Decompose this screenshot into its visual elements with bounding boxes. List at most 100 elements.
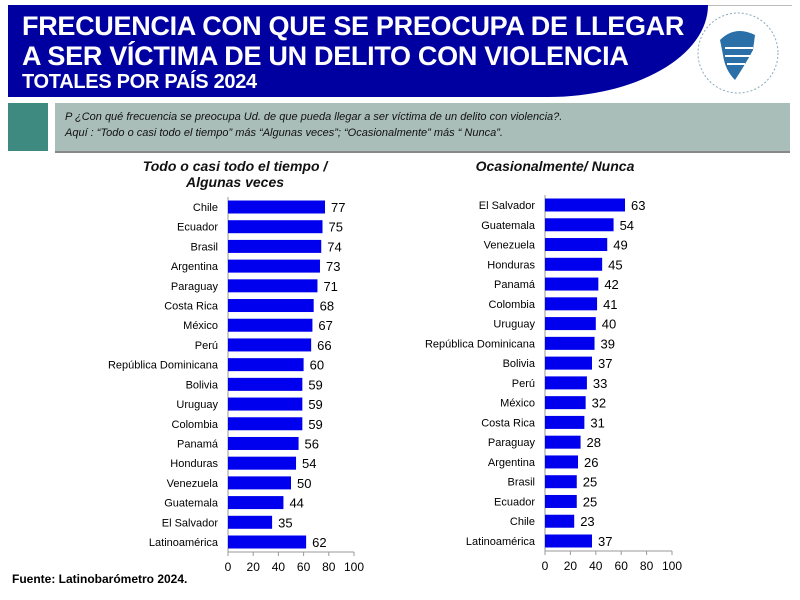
value-label: 59 (308, 397, 322, 412)
category-label: República Dominicana (425, 338, 536, 350)
value-label: 25 (583, 475, 597, 490)
category-label: Bolivia (186, 379, 219, 391)
category-label: Perú (512, 378, 535, 390)
category-label: Honduras (170, 458, 218, 470)
bar (545, 257, 603, 271)
category-label: Guatemala (164, 498, 219, 510)
bar (228, 436, 299, 450)
category-label: Venezuela (167, 478, 219, 490)
value-label: 67 (318, 318, 332, 333)
source-note: Fuente: Latinobarómetro 2024. (12, 572, 188, 586)
bar (228, 239, 322, 253)
value-label: 73 (326, 259, 340, 274)
bar (228, 220, 323, 234)
bar (545, 415, 585, 429)
bar (545, 238, 608, 252)
category-label: Colombia (489, 299, 536, 311)
bar (545, 336, 595, 350)
category-label: Paraguay (171, 281, 219, 293)
question-text: P ¿Con qué frecuencia se preocupa Ud. de… (65, 111, 563, 123)
subtitle: TOTALES POR PAÍS 2024 (22, 71, 257, 93)
bar (545, 514, 575, 528)
category-label: México (500, 398, 535, 410)
category-label: Costa Rica (481, 417, 536, 429)
bar (228, 515, 273, 529)
value-label: 74 (327, 239, 341, 254)
value-label: 39 (601, 336, 615, 351)
category-label: Perú (195, 340, 218, 352)
value-label: 26 (584, 455, 598, 470)
value-label: 50 (297, 476, 311, 491)
value-label: 63 (631, 198, 645, 213)
bar (545, 376, 587, 390)
bar (545, 356, 592, 370)
category-label: Costa Rica (164, 301, 219, 313)
value-label: 42 (604, 277, 618, 292)
category-label: Panamá (494, 279, 536, 291)
category-label: México (183, 320, 218, 332)
title-line1: FRECUENCIA CON QUE SE PREOCUPA DE LLEGAR (22, 11, 685, 41)
value-label: 23 (580, 514, 594, 529)
value-label: 77 (331, 200, 345, 215)
category-label: El Salvador (479, 200, 536, 212)
left-title-line2: Algunas veces (185, 174, 285, 190)
category-label: Paraguay (488, 437, 536, 449)
top-rule (660, 5, 792, 6)
category-label: Uruguay (176, 399, 218, 411)
value-label: 68 (320, 299, 334, 314)
bar (228, 496, 284, 510)
x-tick-label: 60 (615, 559, 629, 573)
bar (228, 377, 303, 391)
category-label: Chile (510, 516, 535, 528)
bar (545, 297, 598, 311)
x-tick-label: 40 (589, 559, 603, 573)
category-label: Ecuador (494, 496, 535, 508)
bar (545, 317, 596, 331)
value-label: 40 (602, 317, 616, 332)
bar (228, 299, 314, 313)
value-label: 33 (593, 376, 607, 391)
bar (228, 338, 312, 352)
bar (228, 397, 303, 411)
bar (545, 534, 592, 548)
value-label: 54 (620, 218, 634, 233)
category-label: Ecuador (177, 222, 218, 234)
value-label: 44 (289, 496, 303, 511)
x-tick-label: 0 (542, 559, 549, 573)
value-label: 37 (598, 534, 612, 549)
bar (545, 218, 614, 232)
value-label: 37 (598, 356, 612, 371)
value-label: 75 (329, 220, 343, 235)
question-box: P ¿Con qué frecuencia se preocupa Ud. de… (55, 103, 790, 153)
x-tick-label: 60 (297, 560, 311, 574)
bar (228, 358, 304, 372)
title-banner: FRECUENCIA CON QUE SE PREOCUPA DE LLEGAR… (8, 5, 708, 97)
bar (545, 396, 586, 410)
x-tick-label: 20 (564, 559, 578, 573)
latinobarometro-logo (697, 12, 779, 94)
left-title-line1: Todo o casi todo el tiempo / (142, 158, 328, 174)
bar (228, 535, 307, 549)
bar (545, 198, 626, 212)
category-label: Venezuela (484, 240, 536, 252)
value-label: 31 (590, 415, 604, 430)
category-label: Brasil (507, 477, 535, 489)
x-tick-label: 80 (640, 559, 654, 573)
category-label: Bolivia (503, 358, 536, 370)
bar (228, 456, 297, 470)
category-label: República Dominicana (108, 360, 219, 372)
bar (228, 417, 303, 431)
x-tick-label: 80 (322, 560, 336, 574)
x-tick-label: 100 (344, 560, 364, 574)
bar (228, 200, 326, 214)
value-label: 71 (323, 279, 337, 294)
right-title-line1: Ocasionalmente/ Nunca (475, 158, 635, 174)
x-tick-label: 100 (662, 559, 682, 573)
category-label: Uruguay (493, 319, 535, 331)
bar (228, 318, 313, 332)
x-tick-label: 0 (225, 560, 232, 574)
value-label: 28 (587, 435, 601, 450)
value-label: 41 (603, 297, 617, 312)
bar (545, 435, 581, 449)
